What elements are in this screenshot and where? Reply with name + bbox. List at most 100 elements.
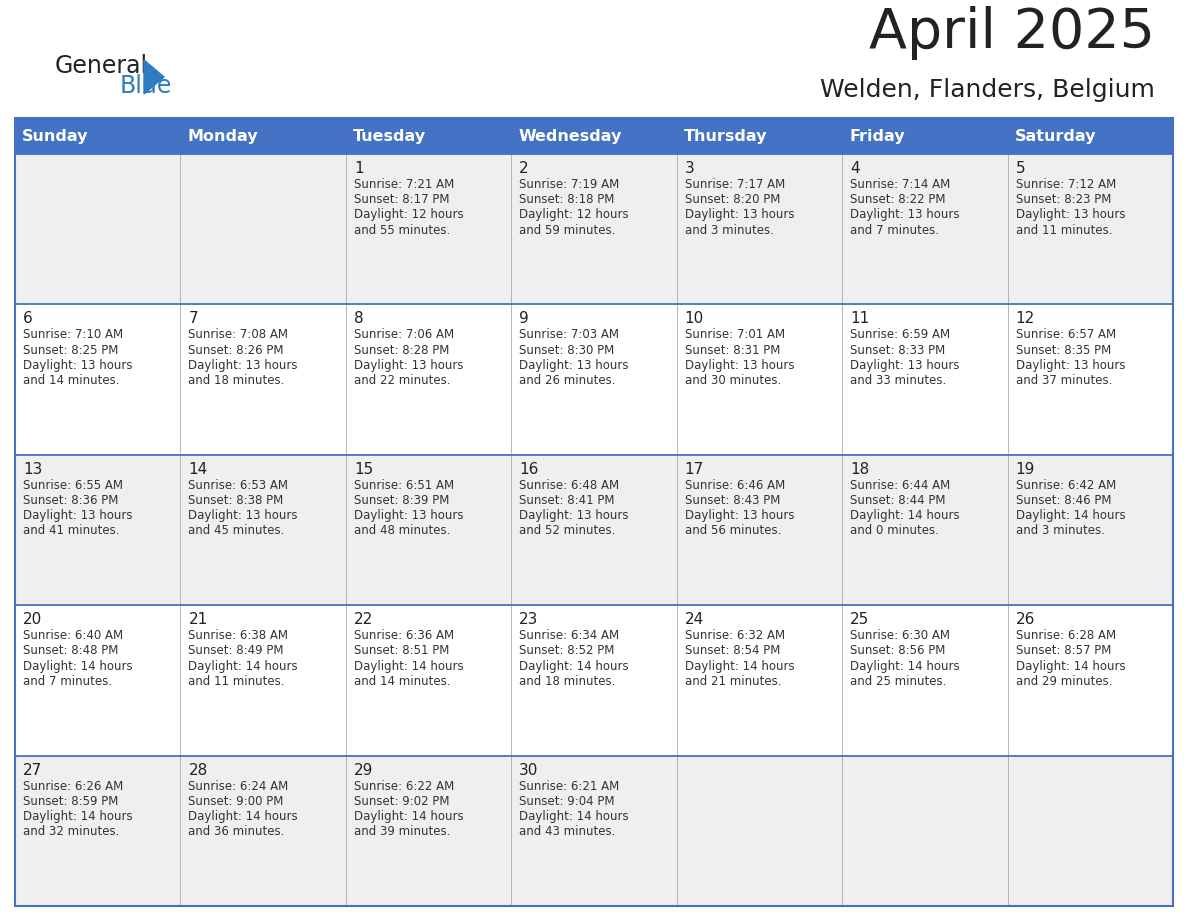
Text: Sunrise: 6:53 AM: Sunrise: 6:53 AM <box>189 479 289 492</box>
Text: 26: 26 <box>1016 612 1035 627</box>
Text: Sunrise: 6:40 AM: Sunrise: 6:40 AM <box>23 629 124 643</box>
Text: April 2025: April 2025 <box>868 6 1155 60</box>
Text: Sunset: 8:57 PM: Sunset: 8:57 PM <box>1016 644 1111 657</box>
Text: Sunset: 8:28 PM: Sunset: 8:28 PM <box>354 343 449 356</box>
Text: Daylight: 13 hours: Daylight: 13 hours <box>519 359 628 372</box>
Text: and 26 minutes.: and 26 minutes. <box>519 374 615 387</box>
Text: Sunrise: 7:01 AM: Sunrise: 7:01 AM <box>684 329 785 341</box>
Text: Sunset: 8:22 PM: Sunset: 8:22 PM <box>851 193 946 207</box>
Text: and 18 minutes.: and 18 minutes. <box>189 374 285 387</box>
Text: Daylight: 14 hours: Daylight: 14 hours <box>354 660 463 673</box>
Text: Sunrise: 6:48 AM: Sunrise: 6:48 AM <box>519 479 619 492</box>
Text: 4: 4 <box>851 161 860 176</box>
Text: and 45 minutes.: and 45 minutes. <box>189 524 285 537</box>
Text: Monday: Monday <box>188 129 258 143</box>
Text: Sunrise: 6:21 AM: Sunrise: 6:21 AM <box>519 779 619 792</box>
Text: Sunset: 8:36 PM: Sunset: 8:36 PM <box>23 494 119 507</box>
Text: Daylight: 13 hours: Daylight: 13 hours <box>684 208 795 221</box>
Text: General: General <box>55 54 148 78</box>
Text: Thursday: Thursday <box>684 129 767 143</box>
Text: Sunday: Sunday <box>23 129 88 143</box>
Text: Sunrise: 6:42 AM: Sunrise: 6:42 AM <box>1016 479 1116 492</box>
Text: 29: 29 <box>354 763 373 778</box>
Text: Daylight: 13 hours: Daylight: 13 hours <box>851 208 960 221</box>
Text: and 52 minutes.: and 52 minutes. <box>519 524 615 537</box>
Text: Sunrise: 6:57 AM: Sunrise: 6:57 AM <box>1016 329 1116 341</box>
Text: and 59 minutes.: and 59 minutes. <box>519 224 615 237</box>
Text: Sunset: 8:41 PM: Sunset: 8:41 PM <box>519 494 614 507</box>
Text: Sunset: 8:33 PM: Sunset: 8:33 PM <box>851 343 946 356</box>
Text: Sunset: 8:25 PM: Sunset: 8:25 PM <box>23 343 119 356</box>
Text: Wednesday: Wednesday <box>518 129 621 143</box>
Text: Sunset: 8:38 PM: Sunset: 8:38 PM <box>189 494 284 507</box>
Text: Sunrise: 7:19 AM: Sunrise: 7:19 AM <box>519 178 619 191</box>
Text: and 41 minutes.: and 41 minutes. <box>23 524 120 537</box>
Text: Daylight: 14 hours: Daylight: 14 hours <box>23 660 133 673</box>
Text: Daylight: 13 hours: Daylight: 13 hours <box>684 509 795 522</box>
Text: Sunrise: 6:26 AM: Sunrise: 6:26 AM <box>23 779 124 792</box>
Text: and 33 minutes.: and 33 minutes. <box>851 374 947 387</box>
Text: Sunset: 9:00 PM: Sunset: 9:00 PM <box>189 795 284 808</box>
Text: Blue: Blue <box>120 74 172 98</box>
Text: Sunset: 8:51 PM: Sunset: 8:51 PM <box>354 644 449 657</box>
Text: and 48 minutes.: and 48 minutes. <box>354 524 450 537</box>
Text: 19: 19 <box>1016 462 1035 476</box>
Text: Daylight: 13 hours: Daylight: 13 hours <box>684 359 795 372</box>
Text: and 7 minutes.: and 7 minutes. <box>23 675 112 688</box>
Text: Sunset: 9:02 PM: Sunset: 9:02 PM <box>354 795 449 808</box>
Text: and 11 minutes.: and 11 minutes. <box>1016 224 1112 237</box>
Text: 15: 15 <box>354 462 373 476</box>
Text: 16: 16 <box>519 462 538 476</box>
Text: 27: 27 <box>23 763 43 778</box>
Text: Daylight: 13 hours: Daylight: 13 hours <box>1016 359 1125 372</box>
Text: 24: 24 <box>684 612 704 627</box>
Text: and 7 minutes.: and 7 minutes. <box>851 224 940 237</box>
Text: and 37 minutes.: and 37 minutes. <box>1016 374 1112 387</box>
Text: Sunset: 8:46 PM: Sunset: 8:46 PM <box>1016 494 1111 507</box>
Text: 8: 8 <box>354 311 364 327</box>
Text: Daylight: 13 hours: Daylight: 13 hours <box>851 359 960 372</box>
Text: Sunset: 8:39 PM: Sunset: 8:39 PM <box>354 494 449 507</box>
Text: Sunset: 8:49 PM: Sunset: 8:49 PM <box>189 644 284 657</box>
Text: 22: 22 <box>354 612 373 627</box>
Text: Sunset: 8:20 PM: Sunset: 8:20 PM <box>684 193 781 207</box>
Text: and 55 minutes.: and 55 minutes. <box>354 224 450 237</box>
Text: 14: 14 <box>189 462 208 476</box>
Text: 30: 30 <box>519 763 538 778</box>
Text: Sunrise: 6:22 AM: Sunrise: 6:22 AM <box>354 779 454 792</box>
Text: Sunset: 8:26 PM: Sunset: 8:26 PM <box>189 343 284 356</box>
Text: Sunset: 8:17 PM: Sunset: 8:17 PM <box>354 193 449 207</box>
Text: Sunset: 8:48 PM: Sunset: 8:48 PM <box>23 644 119 657</box>
Text: 17: 17 <box>684 462 704 476</box>
Text: Daylight: 14 hours: Daylight: 14 hours <box>189 810 298 823</box>
Text: 20: 20 <box>23 612 43 627</box>
Text: Sunset: 8:18 PM: Sunset: 8:18 PM <box>519 193 614 207</box>
Text: 18: 18 <box>851 462 870 476</box>
Bar <box>15 118 1173 906</box>
Text: Sunset: 8:44 PM: Sunset: 8:44 PM <box>851 494 946 507</box>
Text: and 22 minutes.: and 22 minutes. <box>354 374 450 387</box>
Text: Daylight: 14 hours: Daylight: 14 hours <box>684 660 795 673</box>
Text: Sunrise: 6:38 AM: Sunrise: 6:38 AM <box>189 629 289 643</box>
Text: Daylight: 14 hours: Daylight: 14 hours <box>851 660 960 673</box>
Text: Friday: Friday <box>849 129 905 143</box>
Text: and 18 minutes.: and 18 minutes. <box>519 675 615 688</box>
Text: 10: 10 <box>684 311 704 327</box>
Text: Tuesday: Tuesday <box>353 129 426 143</box>
Text: Sunset: 9:04 PM: Sunset: 9:04 PM <box>519 795 614 808</box>
Bar <box>15 756 1173 906</box>
Text: Sunset: 8:23 PM: Sunset: 8:23 PM <box>1016 193 1111 207</box>
Text: Sunrise: 7:12 AM: Sunrise: 7:12 AM <box>1016 178 1116 191</box>
Text: Welden, Flanders, Belgium: Welden, Flanders, Belgium <box>820 78 1155 102</box>
Text: Daylight: 13 hours: Daylight: 13 hours <box>1016 208 1125 221</box>
Text: Daylight: 13 hours: Daylight: 13 hours <box>23 359 133 372</box>
Text: Sunrise: 7:10 AM: Sunrise: 7:10 AM <box>23 329 124 341</box>
Text: Sunrise: 6:32 AM: Sunrise: 6:32 AM <box>684 629 785 643</box>
Text: Daylight: 14 hours: Daylight: 14 hours <box>519 810 628 823</box>
Bar <box>15 305 1173 454</box>
Text: 23: 23 <box>519 612 538 627</box>
Text: Sunset: 8:43 PM: Sunset: 8:43 PM <box>684 494 781 507</box>
Text: Daylight: 14 hours: Daylight: 14 hours <box>1016 660 1125 673</box>
Text: 6: 6 <box>23 311 33 327</box>
Text: 28: 28 <box>189 763 208 778</box>
